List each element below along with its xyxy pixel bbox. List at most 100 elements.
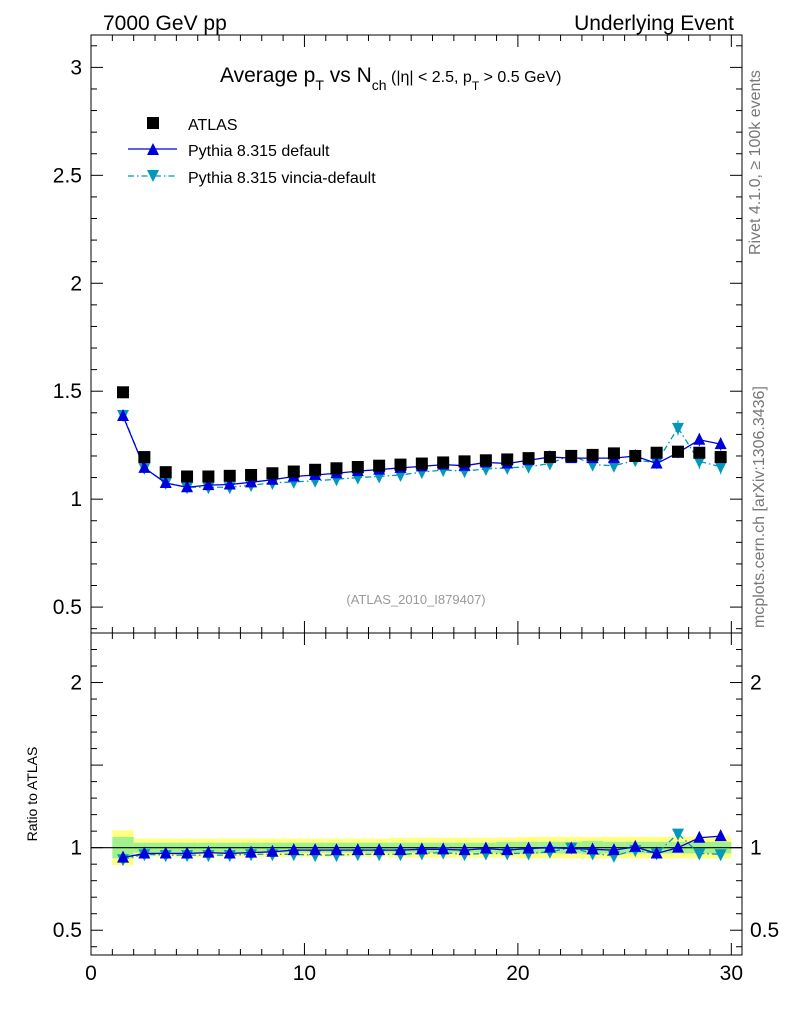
header-left: 7000 GeV pp (103, 12, 227, 35)
default-point (245, 475, 258, 488)
legend-vincia-marker (147, 170, 159, 182)
default-point (650, 456, 663, 469)
ratio-default-point (565, 841, 578, 854)
ratio-vincia-point (671, 828, 684, 841)
ratio-default-point (330, 843, 343, 856)
y-tick-label: 1 (70, 488, 82, 511)
ratio-default-point (650, 846, 663, 859)
x-tick-label: 30 (720, 962, 743, 985)
atlas-point (479, 454, 492, 467)
atlas-point (501, 453, 514, 466)
y-tick-label-right: 1 (750, 837, 762, 860)
main-data-marks (117, 386, 727, 495)
legend-vincia-label: Pythia 8.315 vincia-default (188, 170, 376, 187)
ratio-default-point (287, 843, 300, 856)
title-vs: vs N (324, 64, 372, 87)
vincia-point (607, 460, 620, 473)
legend-atlas-marker (147, 117, 159, 129)
title-cut-sub: T (472, 79, 480, 93)
atlas-point (650, 446, 663, 459)
atlas-point (245, 468, 258, 481)
ratio-default-point (245, 845, 258, 858)
title-cut-a: (|η| < 2.5, p (387, 69, 472, 86)
title-cut-b: > 0.5 GeV) (479, 69, 561, 86)
ratio-data-marks (117, 828, 727, 867)
ratio-default-point (415, 842, 428, 855)
ratio-default-point (351, 843, 364, 856)
atlas-point (351, 460, 364, 473)
header-right: Underlying Event (574, 12, 734, 35)
ratio-default-point (714, 829, 727, 842)
y-tick-label: 0.5 (53, 919, 82, 942)
atlas-point (671, 445, 684, 458)
ratio-default-point (479, 841, 492, 854)
atlas-point (159, 466, 172, 479)
ratio-default-point (159, 846, 172, 859)
atlas-point (437, 456, 450, 469)
atlas-point (287, 465, 300, 478)
atlas-point (458, 455, 471, 468)
mcplots-label: mcplots.cern.ch [arXiv:1306.3436] (751, 386, 768, 628)
title-vs-sub: ch (372, 77, 387, 93)
ratio-default-point (138, 846, 151, 859)
atlas-point (330, 462, 343, 475)
ratio-default-point (501, 843, 514, 856)
vincia-point (671, 422, 684, 435)
plot-title: Average pT vs Nch (|η| < 2.5, pT > 0.5 G… (220, 64, 561, 93)
legend-default-label: Pythia 8.315 default (188, 143, 330, 160)
atlas-point (415, 457, 428, 470)
ratio-panel-frame (90, 632, 743, 956)
legend-default-marker (147, 143, 159, 155)
atlas-point (202, 470, 215, 483)
default-point (223, 477, 236, 490)
ratio-axis-ticks: 0 10 20 30 0.5 0.5 1 1 2 2 (53, 632, 779, 985)
ratio-default-point (394, 843, 407, 856)
y-tick-label: 1 (70, 837, 82, 860)
y-tick-label: 0.5 (53, 596, 82, 619)
ratio-default-point (181, 846, 194, 859)
ratio-default-point (458, 843, 471, 856)
default-point (693, 432, 706, 445)
atlas-point (309, 463, 322, 476)
vincia-point (394, 469, 407, 482)
ratio-vincia-point (693, 848, 706, 861)
atlas-point (394, 458, 407, 471)
ratio-default-point (607, 843, 620, 856)
ratio-default-point (522, 841, 535, 854)
ratio-default-point (543, 840, 556, 853)
vincia-point (714, 461, 727, 474)
vincia-point (693, 456, 706, 469)
atlas-point (181, 470, 194, 483)
atlas-point (543, 451, 556, 464)
title-main: Average p (220, 64, 315, 87)
y-tick-label-right: 0.5 (750, 919, 779, 942)
y-tick-label: 3 (70, 56, 82, 79)
default-point (159, 475, 172, 488)
atlas-point (565, 449, 578, 462)
ratio-default-point (629, 839, 642, 852)
ratio-default-point (693, 830, 706, 843)
ratio-default-point (671, 840, 684, 853)
atlas-point (586, 448, 599, 461)
atlas-point (607, 447, 620, 460)
atlas-point (373, 459, 386, 472)
x-tick-label: 10 (293, 962, 316, 985)
title-main-sub: T (315, 77, 324, 93)
atlas-point (223, 469, 236, 482)
atlas-point (629, 449, 642, 462)
ratio-vincia-point (714, 849, 727, 862)
y-tick-label: 2 (70, 672, 82, 695)
atlas-point (522, 452, 535, 465)
ratio-default-point (373, 843, 386, 856)
main-axis-ticks: 0.5 1 1.5 2 2.5 3 (53, 35, 742, 633)
atlas-point (693, 446, 706, 459)
atlas-point (266, 467, 279, 480)
atlas-point (138, 451, 151, 464)
ratio-default-point (202, 845, 215, 858)
ratio-default-point (223, 846, 236, 859)
ratio-default-point (586, 842, 599, 855)
rivet-label: Rivet 4.1.0, ≥ 100k events (747, 70, 764, 255)
legend-atlas-label: ATLAS (188, 117, 238, 134)
x-tick-label: 0 (85, 962, 97, 985)
